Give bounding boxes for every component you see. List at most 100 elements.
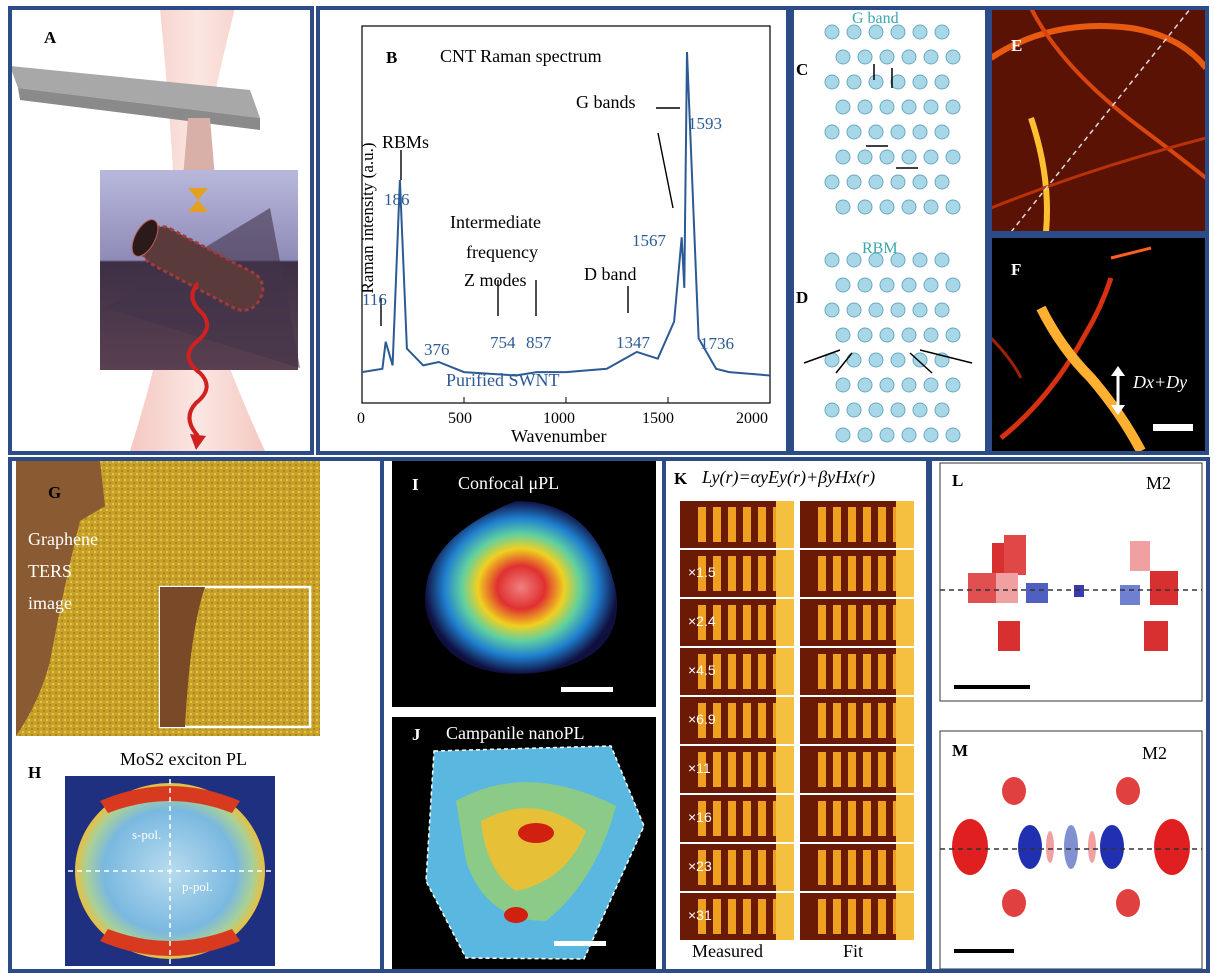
atom (923, 99, 939, 115)
atom (890, 402, 906, 418)
atom (835, 99, 851, 115)
atom (846, 124, 862, 140)
label-h: H (28, 763, 42, 782)
atom (901, 49, 917, 65)
atom (879, 327, 895, 343)
k-fringe (758, 507, 766, 542)
atom (901, 149, 917, 165)
k-fringe (728, 605, 736, 640)
k-edge (776, 550, 794, 597)
atom (824, 302, 840, 318)
x-tick-500: 500 (448, 410, 472, 427)
atom (912, 124, 928, 140)
dband-annotation: D band (584, 264, 637, 284)
atom (923, 49, 939, 65)
peak-376: 376 (424, 340, 450, 359)
g-ters-image (16, 461, 320, 966)
raman-chart (361, 25, 771, 404)
k-edge (896, 599, 914, 646)
panel-k: K Ly(r)=αyEy(r)+βyHx(r) ×1.5 ×2.4 ×4.5 ×6.9… (668, 461, 926, 971)
lattice-diagram (803, 24, 973, 443)
k-fringe (848, 556, 856, 591)
atom (857, 199, 873, 215)
rbm-label: RBM (862, 240, 898, 257)
k-fringe (743, 850, 751, 885)
atom (934, 124, 950, 140)
panel-cd: C D G band RBM (792, 8, 985, 451)
atom (890, 302, 906, 318)
k-strips (680, 501, 914, 940)
atom (835, 149, 851, 165)
k-fringe (863, 654, 871, 689)
k-factor: ×4.5 (688, 662, 716, 678)
rbm-annotation: RBMs (382, 132, 430, 152)
k-fringe (863, 703, 871, 738)
k-fringe (818, 654, 826, 689)
atom (868, 174, 884, 190)
k-fringe (818, 703, 826, 738)
k-fringe (878, 850, 886, 885)
k-fringe (713, 899, 721, 934)
atom (868, 352, 884, 368)
k-fringe (863, 899, 871, 934)
atom (835, 327, 851, 343)
atom (934, 24, 950, 40)
atom (923, 427, 939, 443)
k-fringe (698, 801, 706, 836)
k-fringe (713, 752, 721, 787)
panel-ij: I Confocal μPL J Campanile nanoPL (386, 461, 662, 971)
atom (912, 174, 928, 190)
k-fringe (833, 801, 841, 836)
label-k: K (674, 469, 688, 488)
k-edge (776, 501, 794, 548)
k-fringe (758, 556, 766, 591)
label-e: E (1011, 36, 1023, 55)
x-tick-1000: 1000 (543, 410, 575, 427)
label-j: J (412, 725, 421, 744)
atom (945, 49, 961, 65)
pl-maps (392, 461, 656, 971)
peak-1567: 1567 (632, 231, 666, 250)
k-fringe (758, 899, 766, 934)
k-fringe (743, 507, 751, 542)
g-band-label: G band (852, 10, 899, 27)
panel-a: A (10, 8, 310, 451)
atom (945, 327, 961, 343)
k-fringe (878, 801, 886, 836)
label-b: B (386, 48, 398, 67)
atom (835, 199, 851, 215)
k-fringe (728, 899, 736, 934)
x-axis-label: Wavenumber (511, 426, 607, 446)
k-fringe (743, 556, 751, 591)
k-fringe (848, 752, 856, 787)
atom (912, 352, 928, 368)
atom (846, 174, 862, 190)
k-fringe (698, 556, 706, 591)
label-g: G (48, 483, 62, 502)
dxdy-label: Dx+Dy (1133, 372, 1188, 392)
peak-186: 186 (384, 190, 410, 209)
k-fringe (728, 556, 736, 591)
atom (824, 174, 840, 190)
peak-116: 116 (362, 290, 387, 309)
peak-1736: 1736 (700, 334, 734, 353)
atom (879, 149, 895, 165)
atom (846, 352, 862, 368)
atom (824, 24, 840, 40)
k-edge (896, 550, 914, 597)
k-fit: Fit (843, 941, 864, 961)
k-factor: ×23 (688, 858, 712, 874)
atom (868, 402, 884, 418)
spectrum-line (361, 51, 771, 377)
y-axis-label: Raman intensity (a.u.) (358, 142, 377, 294)
k-fringe (758, 703, 766, 738)
atom (824, 74, 840, 90)
label-m: M (952, 741, 969, 760)
k-fringe (848, 605, 856, 640)
k-fringe (863, 556, 871, 591)
panel-f: F Dx+Dy (991, 238, 1206, 451)
k-fringe (713, 507, 721, 542)
atom (912, 74, 928, 90)
k-fringe (713, 850, 721, 885)
k-fringe (863, 752, 871, 787)
